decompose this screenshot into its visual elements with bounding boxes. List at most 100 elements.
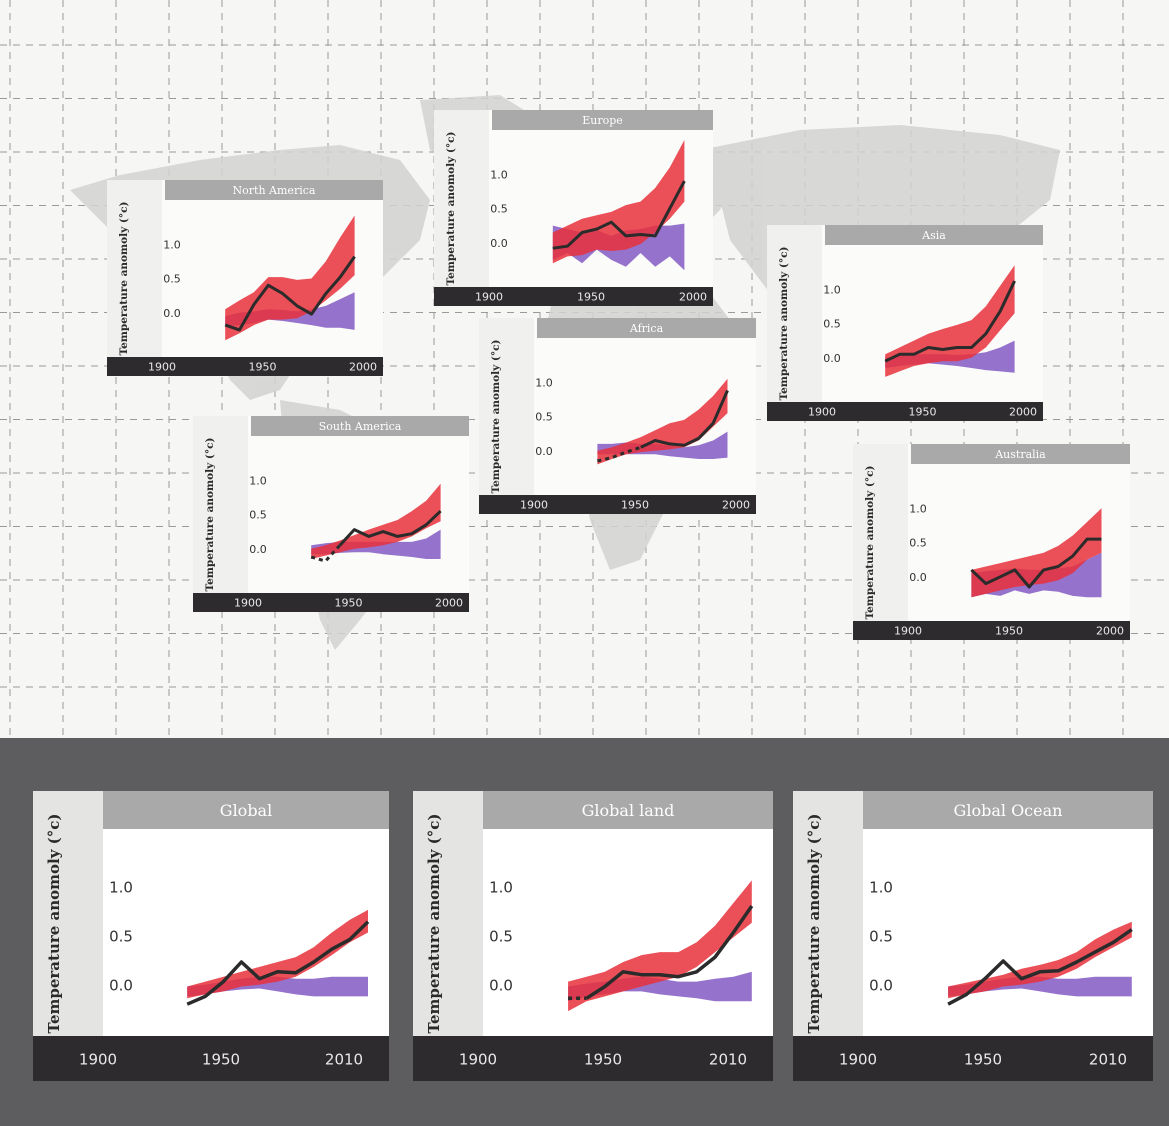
x-tick-label: 1950 <box>335 597 363 610</box>
x-tick-label: 1950 <box>249 361 277 374</box>
title-bar <box>483 791 773 829</box>
x-axis-bar <box>767 402 1043 421</box>
all-forcing-band <box>187 909 368 999</box>
chart-title: Asia <box>921 229 946 242</box>
chart-title: Global <box>220 801 272 820</box>
x-axis-bar <box>479 495 756 514</box>
x-axis-bar <box>107 357 383 376</box>
y-tick-label: 0.5 <box>249 509 267 522</box>
x-tick-label: 1950 <box>584 1051 622 1069</box>
observed-line <box>970 537 1102 589</box>
title-bar <box>911 444 1130 464</box>
y-tick-label: 0.0 <box>249 543 267 556</box>
y-tick-label: 0.5 <box>535 411 553 424</box>
australia-svg: Australia 1.0 0.5 0.0 Temperature anomoly (°… <box>853 444 1130 640</box>
x-tick-label: 2000 <box>435 597 463 610</box>
x-tick-label: 1950 <box>202 1051 240 1069</box>
chart-title: South America <box>319 420 402 433</box>
title-bar <box>825 225 1043 245</box>
y-label-strip <box>853 444 908 621</box>
y-axis-label: Temperature anomoly (°c) <box>45 814 63 1034</box>
y-axis-label: Temperature anomoly (°c) <box>778 247 790 401</box>
y-axis-label: Temperature anomoly (°c) <box>445 132 457 286</box>
observed-line <box>552 180 686 250</box>
y-label-strip <box>33 791 103 1036</box>
title-bar <box>165 180 383 200</box>
x-tick-label: 1950 <box>964 1051 1002 1069</box>
x-tick-label: 1900 <box>520 499 548 512</box>
y-label-strip <box>767 225 822 402</box>
chart-title: Global land <box>582 801 675 820</box>
europe-chart: Europe 1.0 0.5 0.0 Temperature anomoly (°c) 1… <box>434 110 713 306</box>
title-bar <box>537 318 756 338</box>
x-tick-label: 1900 <box>894 625 922 638</box>
europe-svg: Europe 1.0 0.5 0.0 Temperature anomoly (°c) 1… <box>434 110 713 306</box>
south-america-svg: South America 1.0 0.5 0.0 Temperature anomol… <box>193 416 469 612</box>
y-tick-label: 0.0 <box>490 237 508 250</box>
x-axis-bar <box>33 1036 389 1081</box>
title-bar <box>251 416 469 436</box>
x-axis-bar <box>193 593 469 612</box>
y-label-strip <box>107 180 162 357</box>
y-axis-label: Temperature anomoly (°c) <box>204 438 216 592</box>
x-tick-label: 1900 <box>475 291 503 304</box>
x-axis-bar <box>434 287 713 306</box>
x-tick-label: 1900 <box>808 406 836 419</box>
y-label-strip <box>479 318 534 495</box>
y-tick-label: 0.0 <box>909 571 927 584</box>
x-tick-label: 1950 <box>909 406 937 419</box>
south-america-chart: South America 1.0 0.5 0.0 Temperature anomol… <box>193 416 469 612</box>
all-forcing-band <box>948 921 1132 999</box>
y-axis-label: Temperature anomoly (°c) <box>425 814 443 1034</box>
y-axis-label: Temperature anomoly (°c) <box>490 340 502 494</box>
x-tick-label: 2000 <box>1009 406 1037 419</box>
y-tick-label: 0.0 <box>489 977 513 995</box>
title-bar <box>492 110 713 130</box>
y-tick-label: 1.0 <box>163 238 181 251</box>
y-axis-label: Temperature anomoly (°c) <box>118 202 130 356</box>
chart-title: Australia <box>994 448 1046 461</box>
x-tick-label: 1950 <box>995 625 1023 638</box>
y-tick-label: 1.0 <box>249 474 267 487</box>
x-tick-label: 1900 <box>148 361 176 374</box>
x-tick-label: 2000 <box>679 291 707 304</box>
x-tick-label: 2010 <box>1089 1051 1127 1069</box>
y-label-strip <box>793 791 863 1036</box>
chart-title: Global Ocean <box>954 801 1063 820</box>
y-tick-label: 1.0 <box>869 878 893 896</box>
y-tick-label: 0.5 <box>823 318 841 331</box>
chart-title: Europe <box>582 114 623 127</box>
x-tick-label: 1900 <box>79 1051 117 1069</box>
observed-line <box>640 389 729 449</box>
global-ocean-chart: Global Ocean 1.0 0.5 0.0 Temperature anomoly… <box>793 791 1153 1081</box>
y-tick-label: 0.0 <box>823 352 841 365</box>
global-ocean-svg: Global Ocean 1.0 0.5 0.0 Temperature anomoly… <box>793 791 1153 1081</box>
x-tick-label: 1900 <box>234 597 262 610</box>
y-tick-label: 0.5 <box>909 537 927 550</box>
y-tick-label: 1.0 <box>909 502 927 515</box>
y-tick-label: 0.5 <box>869 927 893 945</box>
title-bar <box>863 791 1153 829</box>
all-forcing-band <box>597 378 728 465</box>
y-axis-label: Temperature anomoly (°c) <box>805 814 823 1034</box>
y-tick-label: 0.0 <box>109 977 133 995</box>
y-tick-label: 0.0 <box>535 445 553 458</box>
x-tick-label: 2010 <box>325 1051 363 1069</box>
chart-title: North America <box>233 184 316 197</box>
observed-line <box>585 905 754 1000</box>
y-tick-label: 1.0 <box>490 168 508 181</box>
y-tick-label: 0.5 <box>489 927 513 945</box>
y-label-strip <box>413 791 483 1036</box>
x-tick-label: 2000 <box>349 361 377 374</box>
observed-line <box>884 280 1016 363</box>
natural-forcing-band <box>568 971 752 1002</box>
global-land-svg: Global land 1.0 0.5 0.0 Temperature anomoly … <box>413 791 773 1081</box>
x-tick-label: 2000 <box>722 499 750 512</box>
y-tick-label: 0.5 <box>490 203 508 216</box>
asia-svg: Asia 1.0 0.5 0.0 Temperature anomoly (°c) 190… <box>767 225 1043 421</box>
y-tick-label: 0.0 <box>869 977 893 995</box>
y-label-strip <box>434 110 489 287</box>
x-tick-label: 1900 <box>839 1051 877 1069</box>
x-tick-label: 2000 <box>1096 625 1124 638</box>
asia-chart: Asia 1.0 0.5 0.0 Temperature anomoly (°c) 190… <box>767 225 1043 421</box>
